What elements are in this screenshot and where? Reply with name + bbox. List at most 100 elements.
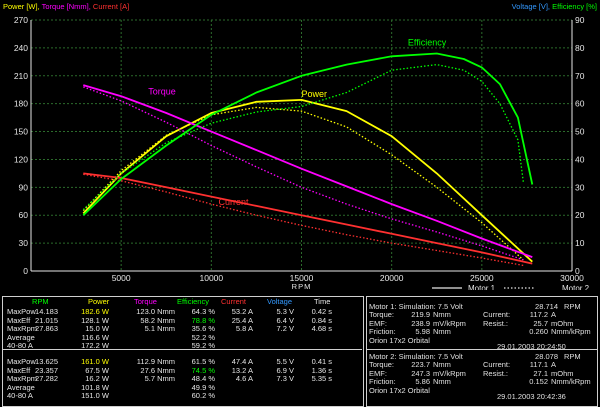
cell-eff: 74.5 %	[191, 365, 215, 375]
y-left-tick-label: 270	[14, 15, 28, 25]
motor-param-value: 0.152	[529, 377, 548, 386]
motor-param-unit: A	[551, 310, 557, 319]
motor-param-unit: A	[551, 360, 557, 369]
row-label: 40-80 A	[7, 341, 33, 351]
motor-param-label: Torque:	[369, 310, 395, 319]
motor-param-value: 117.1	[529, 360, 548, 369]
motor-param-unit: Nmm/kRpm	[551, 327, 591, 336]
x-tick-label: 15000	[290, 273, 314, 283]
y-left-axis-title: Power [W], Torque [Nmm], Current [A]	[3, 2, 129, 11]
motor-info-divider	[366, 349, 598, 350]
motor-param-unit: Nmm	[433, 377, 451, 386]
cell-time: 4.68 s	[311, 324, 332, 334]
y-right-tick-label: 90	[575, 15, 585, 25]
motor-param-label: Friction:	[369, 327, 396, 336]
current-motor2-line	[83, 173, 524, 267]
cell-time: 5.35 s	[311, 374, 332, 384]
motor-param-value: 219.9	[411, 310, 430, 319]
y-right-tick-label: 10	[575, 238, 585, 248]
header-left-part: Power [W],	[3, 2, 40, 11]
cell-power: 151.0 W	[81, 391, 109, 401]
x-tick-label: 20000	[380, 273, 404, 283]
y-left-tick-label: 120	[14, 154, 28, 164]
motor-name: Orion 17x2 Orbital	[369, 385, 430, 395]
cell-eff: 61.5 %	[191, 357, 215, 366]
cell-current: 13.2 A	[231, 365, 253, 375]
motor-param-unit: mOhm	[551, 368, 574, 378]
cell-power: 128.1 W	[81, 315, 109, 325]
row-label: Average	[7, 332, 35, 342]
motor-param-unit: Nmm	[433, 327, 451, 336]
y-left-tick-label: 90	[19, 182, 29, 192]
y-left-tick-label: 180	[14, 99, 28, 109]
cell-voltage: 6.9 V	[276, 365, 294, 375]
cell-power: 15.0 W	[85, 324, 109, 334]
header-right-part: Voltage [V],	[512, 2, 550, 11]
table-divider	[2, 349, 362, 350]
motor-param-value: 247.3	[411, 368, 430, 378]
y-left-tick-label: 150	[14, 127, 28, 137]
curve-label-efficiency: Efficiency	[408, 37, 447, 47]
cell-torque: 5.1 Nmm	[144, 324, 175, 334]
cell-rpm: 21.015	[35, 315, 58, 325]
cell-voltage: 6.4 V	[276, 315, 294, 325]
curve-label-power: Power	[302, 89, 328, 99]
cell-torque: 58.2 Nmm	[140, 315, 175, 325]
cell-rpm: 27.863	[35, 324, 58, 334]
y-left-tick-label: 60	[19, 210, 29, 220]
cell-power: 116.6 W	[81, 332, 109, 342]
column-header-torque: Torque	[134, 297, 157, 306]
cell-power: 182.6 W	[81, 307, 109, 316]
cell-voltage: 7.3 V	[276, 374, 294, 384]
x-tick-label: 30000	[560, 273, 584, 283]
current-motor1-line	[83, 172, 533, 265]
y-left-tick-label: 30	[19, 238, 29, 248]
cell-torque: 112.9 Nmm	[136, 357, 175, 366]
row-label: 40-80 A	[7, 391, 33, 401]
y-right-tick-label: 50	[575, 127, 585, 137]
x-tick-label: 25000	[470, 273, 494, 283]
cell-eff: 59.2 %	[191, 341, 215, 351]
row-label: MaxPow	[7, 357, 36, 366]
cell-current: 25.4 A	[231, 315, 253, 325]
results-table: RPM Power Torque Efficiency Current Voltage Ti…	[2, 296, 364, 407]
motor-rpm-unit: RPM	[564, 302, 581, 311]
y-right-tick-label: 0	[575, 266, 580, 276]
legend-motor1-label: Motor 1	[468, 284, 496, 290]
cell-current: 53.2 A	[231, 307, 253, 316]
cell-time: 1.36 s	[311, 365, 332, 375]
cell-rpm: 27.282	[35, 374, 58, 384]
y-right-tick-label: 70	[575, 71, 585, 81]
motor-date: 29.01.2003 20:24:50	[497, 342, 566, 351]
motor-param-value: 5.86	[415, 377, 430, 386]
cell-torque: 5.7 Nmm	[144, 374, 175, 384]
row-label: MaxEff	[7, 315, 31, 325]
motor-param-label: EMF:	[369, 318, 387, 328]
cell-power: 161.0 W	[81, 357, 109, 366]
cell-power: 172.2 W	[81, 341, 109, 351]
cell-eff: 78.8 %	[191, 315, 215, 325]
motor-param-label: Current:	[483, 310, 511, 319]
column-header-rpm: RPM	[32, 297, 49, 306]
motor-rpm-value: 28.078	[535, 352, 558, 361]
power-motor1-line	[82, 99, 533, 263]
motor-param-label: Current:	[483, 360, 511, 369]
x-tick-label: 10000	[200, 273, 224, 283]
y-right-tick-label: 60	[575, 99, 585, 109]
cell-power: 101.8 W	[81, 382, 109, 392]
cell-eff: 35.6 %	[191, 324, 215, 334]
motor-param-value: 5.98	[415, 327, 430, 336]
cell-voltage: 7.2 V	[276, 324, 294, 334]
motor-param-unit: mOhm	[551, 318, 574, 328]
motor-param-label: EMF:	[369, 368, 387, 378]
cell-rpm: 13.625	[35, 357, 58, 366]
column-header-voltage: Voltage	[267, 297, 293, 306]
motor-param-value: 223.7	[411, 360, 430, 369]
motor-param-label: Friction:	[369, 377, 396, 386]
motor-title: Motor 2: Simulation: 7.5 Volt	[369, 352, 463, 361]
cell-voltage: 5.5 V	[276, 357, 294, 366]
row-label: MaxPow	[7, 307, 36, 316]
motor-param-unit: Nmm/kRpm	[551, 377, 591, 386]
cell-eff: 60.2 %	[191, 391, 215, 401]
results-panel: RPM Power Torque Efficiency Current Voltage Ti…	[0, 296, 600, 407]
